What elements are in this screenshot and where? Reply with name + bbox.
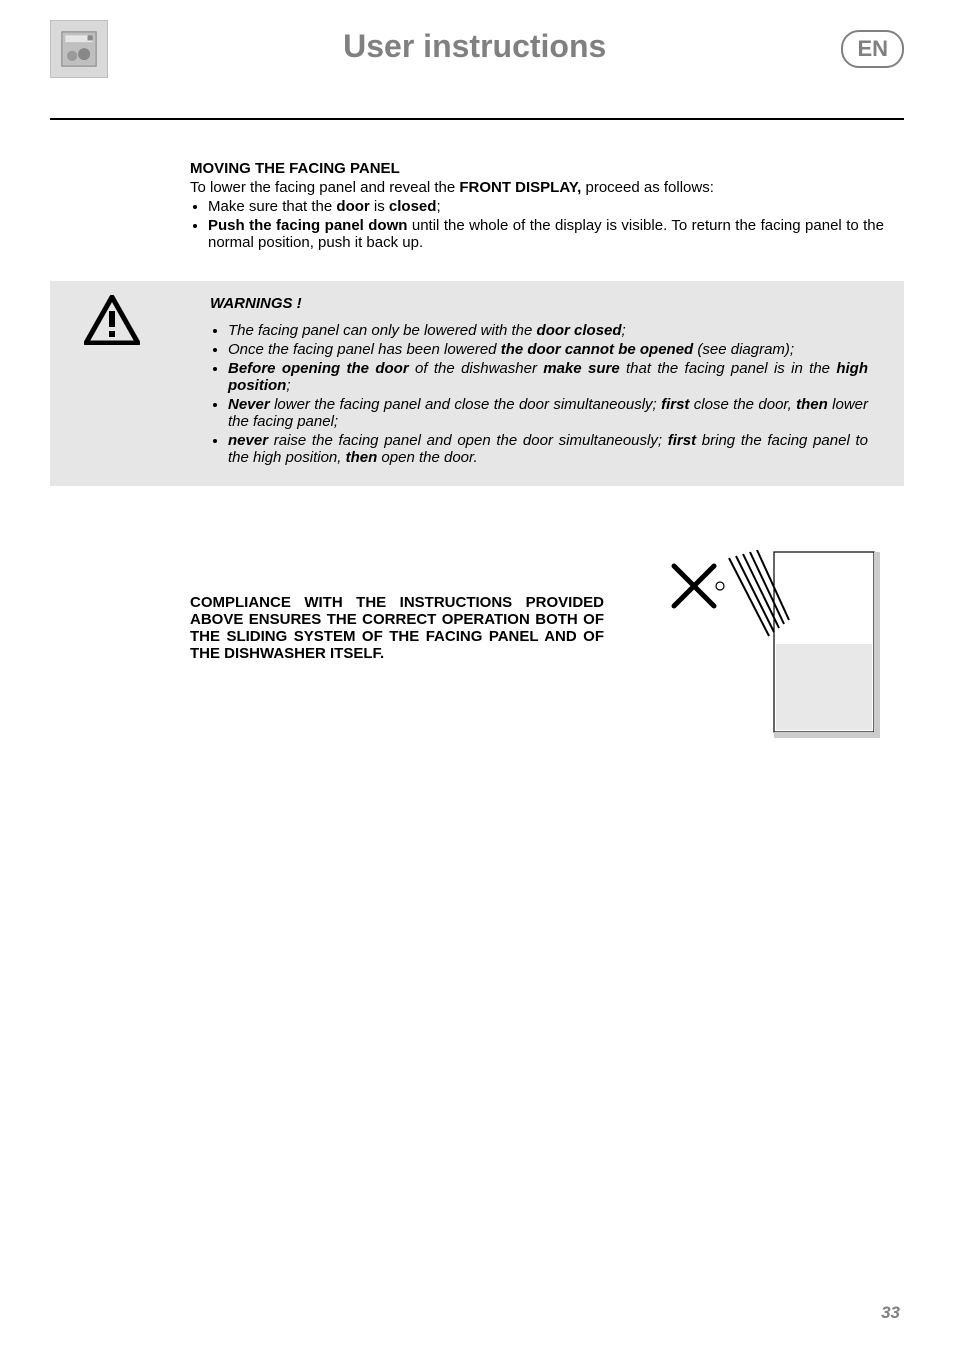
page-header: User instructions EN: [50, 20, 904, 78]
text-bold: make sure: [543, 360, 619, 377]
warning-item: Once the facing panel has been lowered t…: [228, 341, 868, 358]
text-bold: never: [228, 432, 268, 449]
warning-item: The facing panel can only be lowered wit…: [228, 322, 868, 339]
intro-text-pre: To lower the facing panel and reveal the: [190, 179, 459, 196]
warning-list: The facing panel can only be lowered wit…: [228, 322, 868, 466]
instruction-item: Make sure that the door is closed;: [208, 198, 884, 215]
text-bold: closed: [389, 198, 437, 215]
text: ;: [286, 377, 290, 394]
text-bold: door: [336, 198, 369, 215]
text: that the facing panel is in the: [620, 360, 837, 377]
text: Make sure that the: [208, 198, 336, 215]
text: lower the facing panel and close the doo…: [270, 396, 661, 413]
text-bold: first: [668, 432, 696, 449]
page: User instructions EN MOVING THE FACING P…: [0, 0, 954, 1351]
text: is: [370, 198, 389, 215]
language-badge: EN: [841, 30, 904, 68]
compliance-row: COMPLIANCE WITH THE INSTRUCTIONS PROVIDE…: [190, 546, 884, 746]
text: open the door.: [377, 449, 477, 466]
text-bold: door closed: [537, 322, 622, 339]
text: ;: [622, 322, 626, 339]
text: raise the facing panel and open the door…: [268, 432, 668, 449]
text-bold: Never: [228, 396, 270, 413]
warning-item: Never lower the facing panel and close t…: [228, 396, 868, 430]
warning-item: Before opening the door of the dishwashe…: [228, 360, 868, 394]
instruction-list: Make sure that the door is closed; Push …: [208, 198, 884, 251]
text: ;: [436, 198, 440, 215]
section-heading: MOVING THE FACING PANEL: [190, 160, 884, 177]
page-number: 33: [881, 1303, 900, 1323]
text-bold: Push the facing panel down: [208, 217, 407, 234]
text: Once the facing panel has been lowered: [228, 341, 501, 358]
instruction-item: Push the facing panel down until the who…: [208, 217, 884, 251]
page-title: User instructions: [108, 28, 841, 65]
text: of the dishwasher: [409, 360, 544, 377]
intro-text-bold: FRONT DISPLAY,: [459, 179, 581, 196]
text-bold: then: [346, 449, 378, 466]
compliance-text: COMPLIANCE WITH THE INSTRUCTIONS PROVIDE…: [190, 594, 604, 662]
text-bold: first: [661, 396, 689, 413]
text: (see diagram);: [693, 341, 794, 358]
warning-item: never raise the facing panel and open th…: [228, 432, 868, 466]
dishwasher-logo-icon: [50, 20, 108, 78]
warning-content: WARNINGS ! The facing panel can only be …: [210, 295, 868, 466]
intro-text-post: proceed as follows:: [581, 179, 714, 196]
text: The facing panel can only be lowered wit…: [228, 322, 537, 339]
text-bold: Before opening the door: [228, 360, 409, 377]
section-intro: To lower the facing panel and reveal the…: [190, 179, 884, 196]
warning-block: WARNINGS ! The facing panel can only be …: [50, 281, 904, 486]
content-column: MOVING THE FACING PANEL To lower the fac…: [190, 160, 884, 746]
warning-title: WARNINGS !: [210, 295, 868, 312]
text-bold: the door cannot be opened: [501, 341, 694, 358]
warning-triangle-icon: [84, 295, 140, 350]
header-divider: [50, 118, 904, 120]
text-bold: then: [796, 396, 828, 413]
dishwasher-diagram-icon: [634, 546, 884, 746]
text: close the door,: [689, 396, 796, 413]
